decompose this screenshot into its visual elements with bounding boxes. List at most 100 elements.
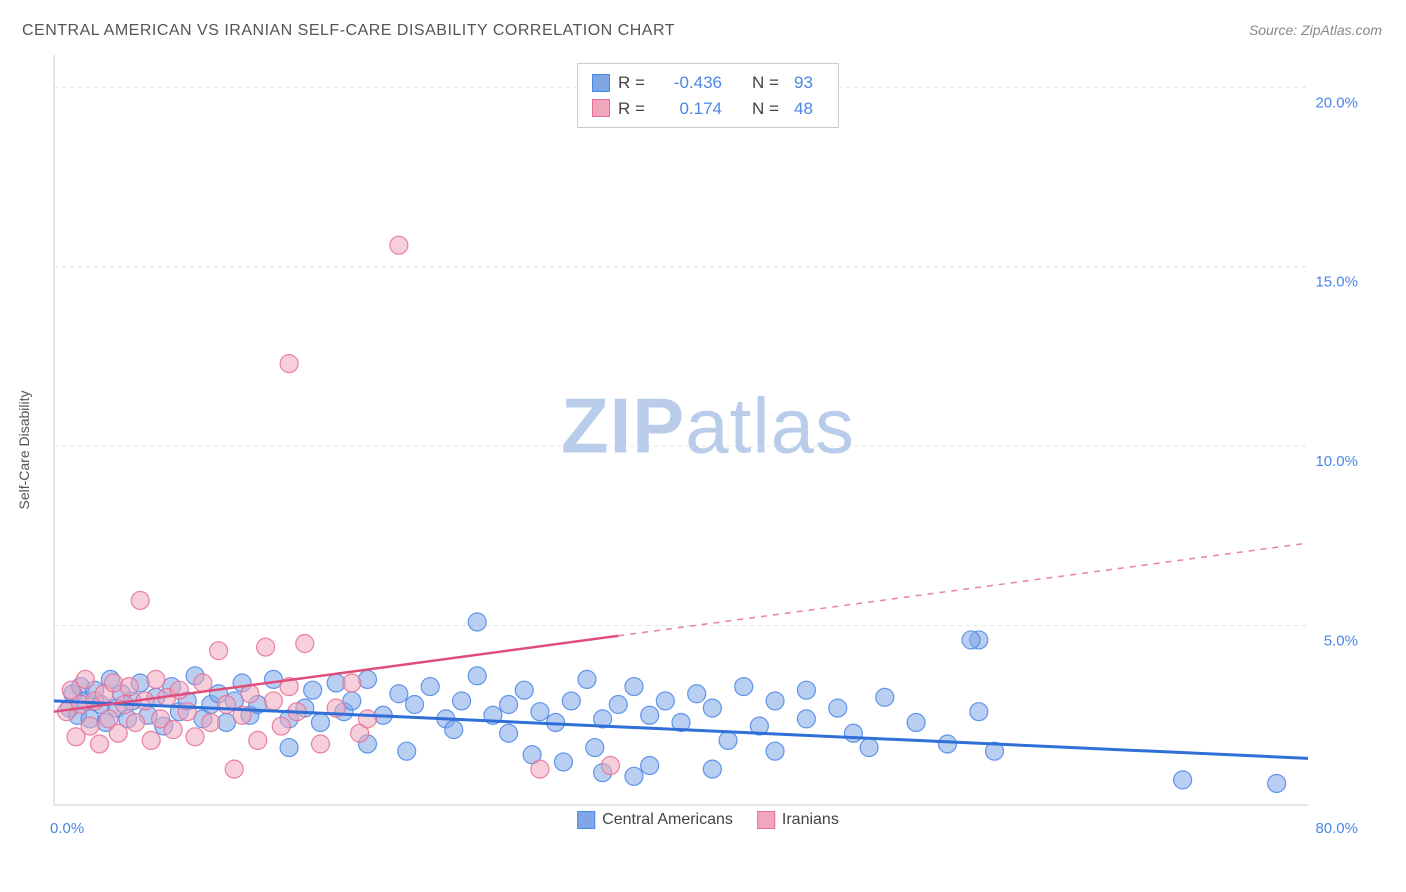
scatter-point [296, 635, 314, 653]
scatter-point [500, 724, 518, 742]
scatter-point [343, 674, 361, 692]
scatter-point [421, 678, 439, 696]
scatter-point [562, 692, 580, 710]
scatter-point [272, 717, 290, 735]
scatter-plot: 5.0% 10.0% 15.0% 20.0% 0.0% 80.0% [48, 55, 1368, 845]
scatter-point [468, 613, 486, 631]
scatter-point [641, 706, 659, 724]
scatter-point [142, 731, 160, 749]
scatter-point [797, 681, 815, 699]
legend-swatch [577, 811, 595, 829]
scatter-point [970, 703, 988, 721]
scatter-point [531, 703, 549, 721]
scatter-point [359, 670, 377, 688]
n-label: N = [752, 96, 786, 122]
scatter-point [131, 591, 149, 609]
source-attribution: Source: ZipAtlas.com [1249, 22, 1382, 38]
scatter-point [311, 713, 329, 731]
n-label: N = [752, 70, 786, 96]
y-tick-label: 20.0% [1315, 94, 1358, 111]
scatter-point [311, 735, 329, 753]
legend-swatch [592, 99, 610, 117]
chart-title: CENTRAL AMERICAN VS IRANIAN SELF-CARE DI… [22, 22, 675, 40]
scatter-point [249, 731, 267, 749]
scatter-point [656, 692, 674, 710]
x-tick-label: 80.0% [1315, 820, 1358, 837]
scatter-point [194, 674, 212, 692]
scatter-point [735, 678, 753, 696]
scatter-point [907, 713, 925, 731]
scatter-point [453, 692, 471, 710]
scatter-point [359, 710, 377, 728]
series-legend: Central Americans Iranians [577, 811, 839, 829]
trendline-extrapolated [618, 543, 1308, 636]
scatter-point [829, 699, 847, 717]
scatter-point [186, 728, 204, 746]
scatter-point [105, 674, 123, 692]
scatter-point [703, 699, 721, 717]
scatter-point [217, 696, 235, 714]
scatter-point [625, 678, 643, 696]
scatter-point [264, 692, 282, 710]
scatter-point [601, 757, 619, 775]
y-tick-label: 10.0% [1315, 453, 1358, 470]
scatter-point [625, 767, 643, 785]
scatter-point [844, 724, 862, 742]
y-axis-label: Self-Care Disability [16, 390, 32, 509]
scatter-point [127, 713, 145, 731]
y-tick-label: 5.0% [1324, 633, 1358, 650]
stats-legend-row: R = -0.436 N = 93 [592, 70, 824, 96]
scatter-point [554, 753, 572, 771]
scatter-point [938, 735, 956, 753]
scatter-point [719, 731, 737, 749]
scatter-point [76, 670, 94, 688]
series-label: Central Americans [602, 811, 733, 829]
scatter-point [586, 739, 604, 757]
scatter-point [210, 642, 228, 660]
scatter-point [81, 717, 99, 735]
n-value: 93 [794, 70, 824, 96]
y-tick-label: 15.0% [1315, 274, 1358, 291]
scatter-point [500, 696, 518, 714]
scatter-point [688, 685, 706, 703]
series-label: Iranians [782, 811, 839, 829]
scatter-point [797, 710, 815, 728]
scatter-point [280, 355, 298, 373]
scatter-point [164, 721, 182, 739]
scatter-point [109, 724, 127, 742]
scatter-point [280, 739, 298, 757]
trendline [54, 701, 1308, 758]
scatter-point [398, 742, 416, 760]
r-label: R = [618, 96, 652, 122]
scatter-point [766, 692, 784, 710]
scatter-point [1268, 774, 1286, 792]
scatter-point [962, 631, 980, 649]
scatter-point [703, 760, 721, 778]
scatter-point [641, 757, 659, 775]
scatter-point [225, 760, 243, 778]
r-value: -0.436 [660, 70, 722, 96]
scatter-point [120, 678, 138, 696]
scatter-point [445, 721, 463, 739]
legend-swatch [757, 811, 775, 829]
scatter-point [876, 688, 894, 706]
series-legend-item: Central Americans [577, 811, 733, 829]
scatter-point [578, 670, 596, 688]
scatter-point [257, 638, 275, 656]
source-label: Source: [1249, 22, 1301, 38]
scatter-point [90, 735, 108, 753]
scatter-point [609, 696, 627, 714]
n-value: 48 [794, 96, 824, 122]
scatter-point [406, 696, 424, 714]
scatter-point [202, 713, 220, 731]
scatter-point [468, 667, 486, 685]
chart-container: Self-Care Disability 5.0%10.0%15.0%20.0%… [48, 55, 1368, 845]
scatter-point [1174, 771, 1192, 789]
source-value: ZipAtlas.com [1301, 22, 1382, 38]
scatter-point [390, 236, 408, 254]
scatter-point [304, 681, 322, 699]
scatter-point [531, 760, 549, 778]
r-label: R = [618, 70, 652, 96]
x-tick-label: 0.0% [50, 820, 84, 837]
stats-legend: R =-0.436N =93R =0.174N =48 [577, 63, 839, 128]
